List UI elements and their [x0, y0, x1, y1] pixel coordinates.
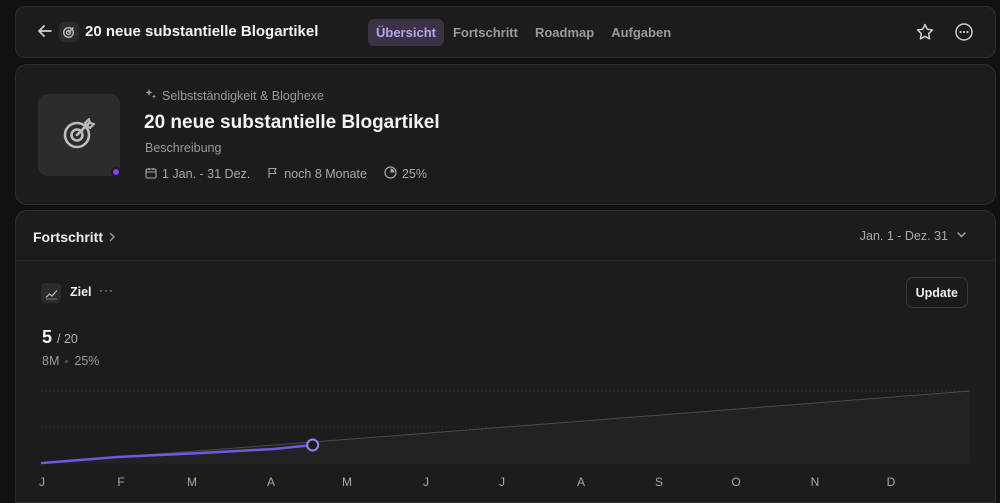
- x-tick-label: F: [117, 475, 124, 489]
- goal-card: Selbstständigkeit & Bloghexe 20 neue sub…: [15, 64, 996, 205]
- star-icon[interactable]: [915, 22, 935, 42]
- progress-panel: Fortschritt Jan. 1 - Dez. 31 Ziel ··· Up…: [15, 210, 996, 503]
- sub-stats: 8M 25%: [42, 354, 99, 368]
- x-tick-label: N: [811, 475, 820, 489]
- current-point-marker: [306, 438, 320, 452]
- goal-thumbnail[interactable]: [38, 94, 120, 176]
- goal-description[interactable]: Beschreibung: [145, 141, 222, 155]
- x-tick-label: J: [499, 475, 505, 489]
- progress-header: Fortschritt Jan. 1 - Dez. 31: [16, 211, 995, 261]
- x-tick-label: J: [39, 475, 45, 489]
- goal-meta: 1 Jan. - 31 Dez. noch 8 Monate 25%: [145, 166, 444, 182]
- remaining-months: 8M: [42, 354, 60, 368]
- x-tick-label: S: [655, 475, 663, 489]
- progress-title[interactable]: Fortschritt: [33, 229, 117, 245]
- tab-fortschritt[interactable]: Fortschritt: [452, 25, 518, 40]
- page-title: 20 neue substantielle Blogartikel: [85, 23, 319, 40]
- date-range-select[interactable]: Jan. 1 - Dez. 31: [860, 229, 967, 243]
- x-tick-label: D: [887, 475, 896, 489]
- update-button[interactable]: Update: [905, 277, 968, 308]
- status-dot: [111, 167, 121, 177]
- breadcrumb[interactable]: Selbstständigkeit & Bloghexe: [145, 88, 324, 103]
- progress-line: [40, 443, 314, 465]
- x-tick-label: A: [577, 475, 585, 489]
- tab-aufgaben[interactable]: Aufgaben: [611, 25, 672, 40]
- calendar-icon: [145, 167, 157, 182]
- goal-title[interactable]: 20 neue substantielle Blogartikel: [144, 112, 440, 133]
- metric-percent: 25%: [74, 354, 100, 368]
- x-tick-label: A: [267, 475, 275, 489]
- chevron-down-icon: [956, 229, 967, 243]
- x-tick-label: J: [423, 475, 429, 489]
- x-tick-label: M: [187, 475, 197, 489]
- arrow-left-icon[interactable]: [36, 22, 54, 40]
- metric-name[interactable]: Ziel: [70, 285, 92, 299]
- pie-progress-icon: [384, 166, 397, 182]
- metric-more-button[interactable]: ···: [99, 283, 114, 297]
- target-value: / 20: [57, 332, 78, 346]
- sparkle-icon: [145, 88, 157, 103]
- time-remaining: noch 8 Monate: [267, 167, 367, 182]
- target-icon: [61, 115, 97, 156]
- x-tick-label: M: [342, 475, 352, 489]
- flag-icon: [267, 167, 279, 182]
- progress-percent: 25%: [384, 166, 427, 182]
- x-tick-label: O: [731, 475, 740, 489]
- trend-icon: [41, 283, 61, 303]
- target-line: [41, 390, 971, 464]
- target-icon: [59, 22, 79, 42]
- date-range[interactable]: 1 Jan. - 31 Dez.: [145, 167, 250, 182]
- more-icon[interactable]: [954, 22, 974, 42]
- current-value: 5: [42, 327, 53, 347]
- tab-uebersicht[interactable]: Übersicht: [368, 19, 444, 46]
- breadcrumb-label: Selbstständigkeit & Bloghexe: [162, 88, 324, 103]
- tab-bar: Übersicht Fortschritt Roadmap Aufgaben: [368, 19, 680, 46]
- separator-dot: [65, 359, 69, 363]
- tab-roadmap[interactable]: Roadmap: [534, 25, 595, 40]
- chevron-right-icon: [107, 229, 117, 245]
- top-bar: 20 neue substantielle Blogartikel Übersi…: [15, 6, 996, 58]
